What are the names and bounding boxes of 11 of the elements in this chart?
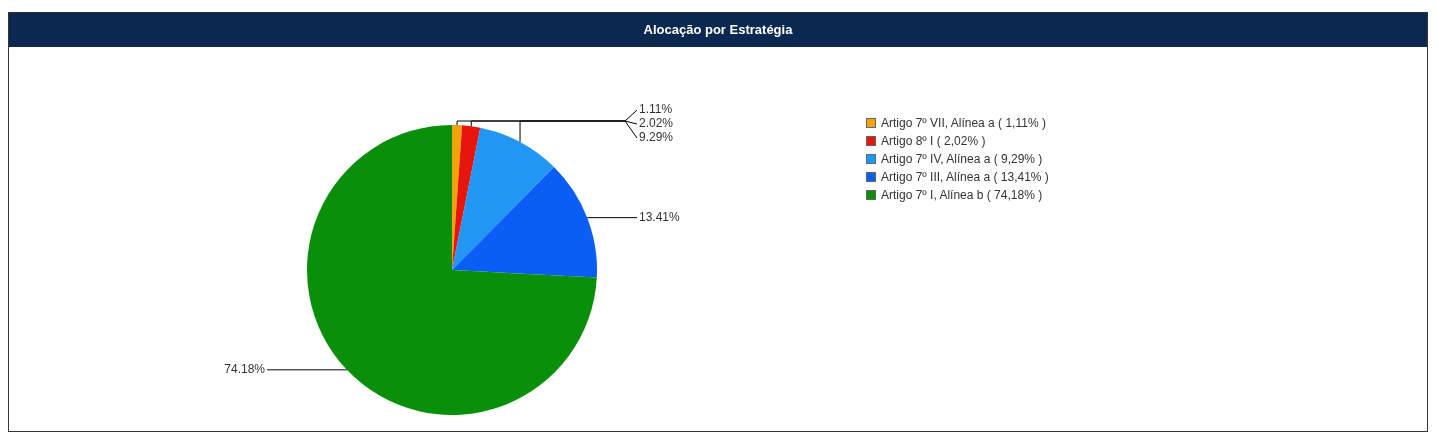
legend-label: Artigo 7º I, Alínea b ( 74,18% ) — [881, 188, 1043, 202]
chart-title: Alocação por Estratégia — [9, 13, 1427, 47]
data-label: 13.41% — [639, 209, 681, 224]
data-label: 74.18% — [224, 362, 266, 377]
data-label: 9.29% — [639, 130, 674, 145]
legend-label: Artigo 8º I ( 2,02% ) — [881, 134, 986, 148]
data-label: 1.11% — [639, 102, 673, 117]
data-label: 2.02% — [639, 116, 674, 131]
legend-label: Artigo 7º VII, Alínea a ( 1,11% ) — [881, 116, 1046, 130]
legend-label: Artigo 7º III, Alínea a ( 13,41% ) — [881, 170, 1049, 184]
legend-label: Artigo 7º IV, Alínea a ( 9,29% ) — [881, 152, 1043, 166]
